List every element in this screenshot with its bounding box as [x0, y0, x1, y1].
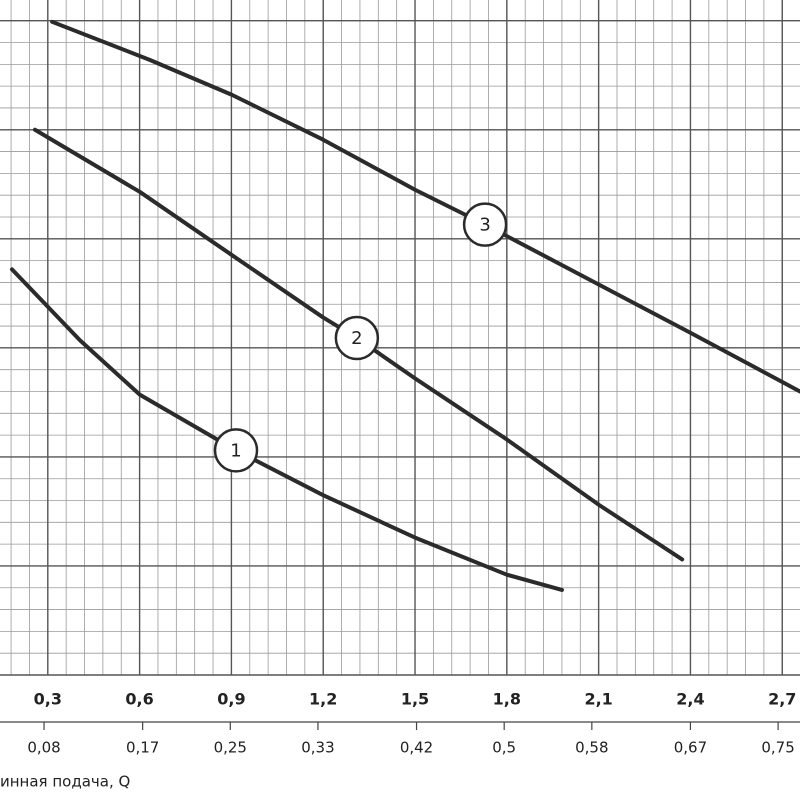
curve-label-circle — [462, 202, 508, 247]
x2-tick-label: 0,25 — [214, 739, 247, 757]
x-tick-label: 1,2 — [309, 690, 337, 709]
x2-tick-label: 0,42 — [400, 739, 433, 757]
x-tick-label: 2,1 — [584, 690, 612, 709]
x-tick-label: 0,6 — [125, 690, 153, 709]
grid — [0, 0, 800, 676]
x2-tick-label: 0,08 — [27, 739, 60, 757]
plot: 1 2 3 — [9, 19, 800, 592]
x-tick-label: 0,3 — [34, 690, 62, 709]
x-tick-label: 1,8 — [493, 690, 521, 709]
x-axis-label: инная подача, Q — [0, 773, 130, 791]
x2-tick-label: 0,33 — [301, 739, 334, 757]
x-tick-label: 0,9 — [217, 690, 245, 709]
x-tick-label: 1,5 — [401, 690, 429, 709]
curve-label: 2 — [351, 328, 362, 349]
x2-tick-label: 0,75 — [761, 739, 794, 757]
curve-label: 1 — [230, 440, 241, 461]
x2-tick-label: 0,17 — [126, 739, 159, 757]
x2-tick-label: 0,5 — [492, 739, 516, 757]
curve-label: 3 — [479, 215, 490, 236]
x2-tick-label: 0,67 — [674, 739, 707, 757]
curve — [50, 19, 800, 394]
curve — [9, 267, 564, 592]
x-tick-label: 2,4 — [676, 690, 704, 709]
curve-label-circle — [334, 315, 380, 361]
x2-tick-label: 0,58 — [575, 739, 608, 757]
curve-label-circle — [213, 428, 259, 473]
x-tick-label: 2,7 — [768, 690, 796, 709]
